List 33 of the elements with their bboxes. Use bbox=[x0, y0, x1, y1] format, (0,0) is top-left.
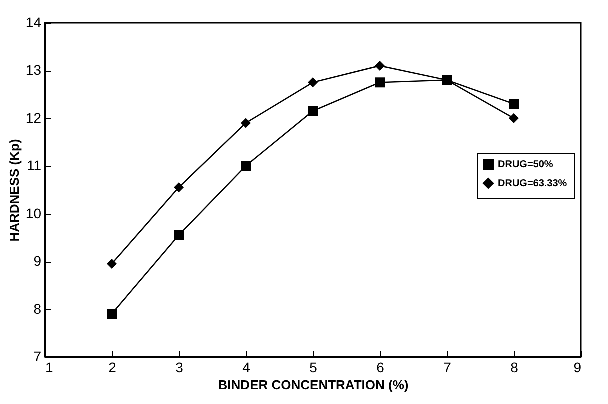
x-tick-label: 8 bbox=[510, 360, 519, 376]
y-tick-label: 12 bbox=[26, 110, 42, 126]
x-tick-label: 3 bbox=[176, 360, 184, 376]
point bbox=[509, 99, 519, 110]
y-tick-label: 13 bbox=[26, 62, 42, 78]
point bbox=[308, 78, 318, 88]
point bbox=[241, 161, 251, 172]
legend-label: DRUG=63.33% bbox=[498, 178, 568, 190]
point bbox=[107, 309, 117, 320]
y-tick-label: 10 bbox=[26, 205, 42, 222]
x-tick-label: 5 bbox=[310, 360, 318, 376]
point bbox=[375, 78, 385, 88]
y-tick-label: 8 bbox=[34, 300, 42, 317]
point bbox=[375, 60, 385, 71]
y-tick-label: 9 bbox=[34, 253, 42, 270]
y-tick-label: 7 bbox=[34, 348, 42, 364]
y-axis-title: HARDNESS (Kp) bbox=[6, 139, 22, 242]
x-tick-label: 4 bbox=[242, 360, 251, 376]
y-tick-label: 14 bbox=[26, 14, 42, 30]
x-tick-label: 6 bbox=[376, 360, 385, 376]
legend-label: DRUG=50% bbox=[498, 160, 554, 170]
x-axis-title: BINDER CONCENTRATION (%) bbox=[218, 378, 409, 392]
x-tick-label: 1 bbox=[46, 360, 54, 376]
x-tick-label: 2 bbox=[108, 360, 117, 376]
x-tick-label: 7 bbox=[444, 360, 452, 376]
point bbox=[241, 118, 251, 128]
point bbox=[509, 113, 519, 124]
point bbox=[107, 258, 117, 269]
y-tick-label: 11 bbox=[26, 158, 42, 174]
point bbox=[308, 106, 318, 116]
point bbox=[174, 182, 184, 193]
x-tick-label: 9 bbox=[574, 360, 582, 376]
point bbox=[174, 230, 184, 240]
